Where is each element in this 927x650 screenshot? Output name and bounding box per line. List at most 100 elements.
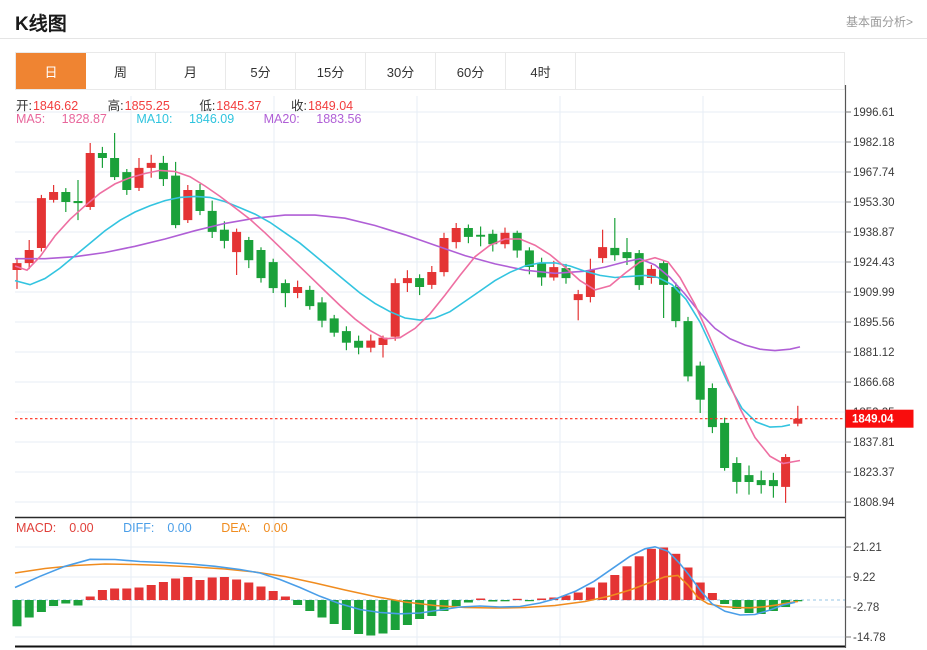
candle-body: [488, 233, 498, 245]
candle-body: [207, 210, 217, 232]
macd-axis-label: 21.21: [853, 542, 882, 554]
price-axis-label: 1996.61: [853, 107, 895, 119]
candle-body: [378, 337, 388, 345]
macd-bar: [36, 600, 46, 612]
candle-body: [390, 283, 400, 337]
macd-bar: [683, 567, 693, 600]
ma10-line: [14, 195, 791, 428]
ohlc-legend: 开:1846.62 高:1855.25 低:1845.37 收:1849.04: [16, 95, 379, 114]
macd-bar: [329, 600, 339, 624]
candle-body: [122, 172, 132, 190]
price-axis-label: 1953.30: [853, 197, 895, 209]
tab-30min[interactable]: 30分: [366, 53, 436, 89]
candle-body: [610, 247, 620, 256]
macd-bar: [244, 582, 254, 600]
macd-bar: [256, 586, 266, 600]
candle-body: [622, 252, 632, 259]
low-label: 低:: [199, 99, 216, 113]
candle-body: [415, 278, 425, 287]
diff-value-legend: DIFF: 0.00: [123, 521, 192, 535]
ma20-legend: MA20: 1883.56: [263, 112, 362, 126]
ma20-line: [15, 214, 801, 352]
tab-day[interactable]: 日: [16, 53, 86, 89]
candle-body: [732, 463, 742, 482]
fundamental-analysis-link[interactable]: 基本面分析>: [845, 15, 913, 29]
tab-5min[interactable]: 5分: [226, 53, 296, 89]
ma5-legend: MA5: 1828.87: [16, 112, 107, 126]
candle-body: [268, 262, 278, 289]
candle-body: [573, 294, 583, 301]
candle-body: [366, 340, 376, 348]
candle-body: [549, 267, 559, 278]
tab-week[interactable]: 周: [86, 53, 156, 89]
tab-4hour[interactable]: 4时: [506, 53, 576, 89]
price-axis-label: 1982.18: [853, 137, 895, 149]
diff-line: [14, 545, 796, 616]
candle-body: [110, 158, 120, 178]
macd-bar: [195, 580, 205, 600]
price-axis-label: 1895.56: [853, 317, 895, 329]
candle-body: [244, 240, 254, 261]
page-title: K线图: [15, 14, 67, 35]
candle-body: [683, 321, 693, 377]
ma5-line: [14, 169, 801, 465]
macd-bar: [158, 582, 168, 600]
macd-bar: [317, 600, 327, 618]
tab-15min[interactable]: 15分: [296, 53, 366, 89]
macd-bar: [622, 566, 632, 601]
candle-body: [756, 480, 766, 486]
candle-body: [61, 192, 71, 202]
macd-bar: [402, 600, 412, 625]
macd-bar: [366, 600, 376, 636]
macd-bar: [646, 548, 656, 601]
candle-body: [232, 231, 242, 253]
tab-month[interactable]: 月: [156, 53, 226, 89]
open-value: 1846.62: [32, 99, 79, 113]
title-divider: [0, 38, 927, 39]
candle-body: [85, 153, 95, 207]
candle-body: [171, 175, 181, 226]
macd-bar: [463, 600, 473, 603]
macd-axis-label: -14.78: [853, 632, 886, 644]
price-axis-label: 1924.43: [853, 257, 895, 269]
candle-body: [463, 228, 473, 237]
macd-bar: [732, 600, 742, 609]
candle-body: [354, 340, 364, 348]
ma10-legend: MA10: 1846.09: [136, 112, 235, 126]
price-axis-label: 1823.37: [853, 467, 895, 479]
close-value: 1849.04: [307, 99, 354, 113]
macd-bar: [305, 600, 315, 611]
macd-bar: [610, 575, 620, 600]
candle-body: [744, 475, 754, 482]
candle-body: [24, 250, 34, 264]
candle-body: [537, 262, 547, 278]
macd-bar: [585, 587, 595, 600]
macd-bar: [268, 591, 278, 600]
price-axis-label: 1909.99: [853, 287, 895, 299]
candle-body: [768, 480, 778, 487]
candle-body: [451, 228, 461, 243]
macd-bar: [524, 600, 534, 602]
macd-bar: [73, 600, 83, 606]
macd-bar: [12, 600, 22, 627]
macd-axis-label: 9.22: [853, 572, 875, 584]
candle-body: [659, 263, 669, 285]
candle-body: [720, 422, 730, 468]
macd-bar: [634, 556, 644, 601]
candle-body: [402, 278, 412, 284]
candle-body: [512, 232, 522, 251]
candle-body: [671, 287, 681, 322]
macd-bar: [85, 596, 95, 600]
macd-bar: [354, 600, 364, 634]
high-label: 高:: [107, 99, 124, 113]
macd-bar: [183, 577, 193, 600]
macd-bar: [49, 600, 59, 606]
price-axis-label: 1837.81: [853, 437, 895, 449]
macd-bar: [341, 600, 351, 630]
tab-60min[interactable]: 60分: [436, 53, 506, 89]
candle-body: [646, 268, 656, 278]
macd-bar: [427, 600, 437, 616]
price-axis-label: 1866.68: [853, 377, 895, 389]
macd-bar: [720, 600, 730, 604]
